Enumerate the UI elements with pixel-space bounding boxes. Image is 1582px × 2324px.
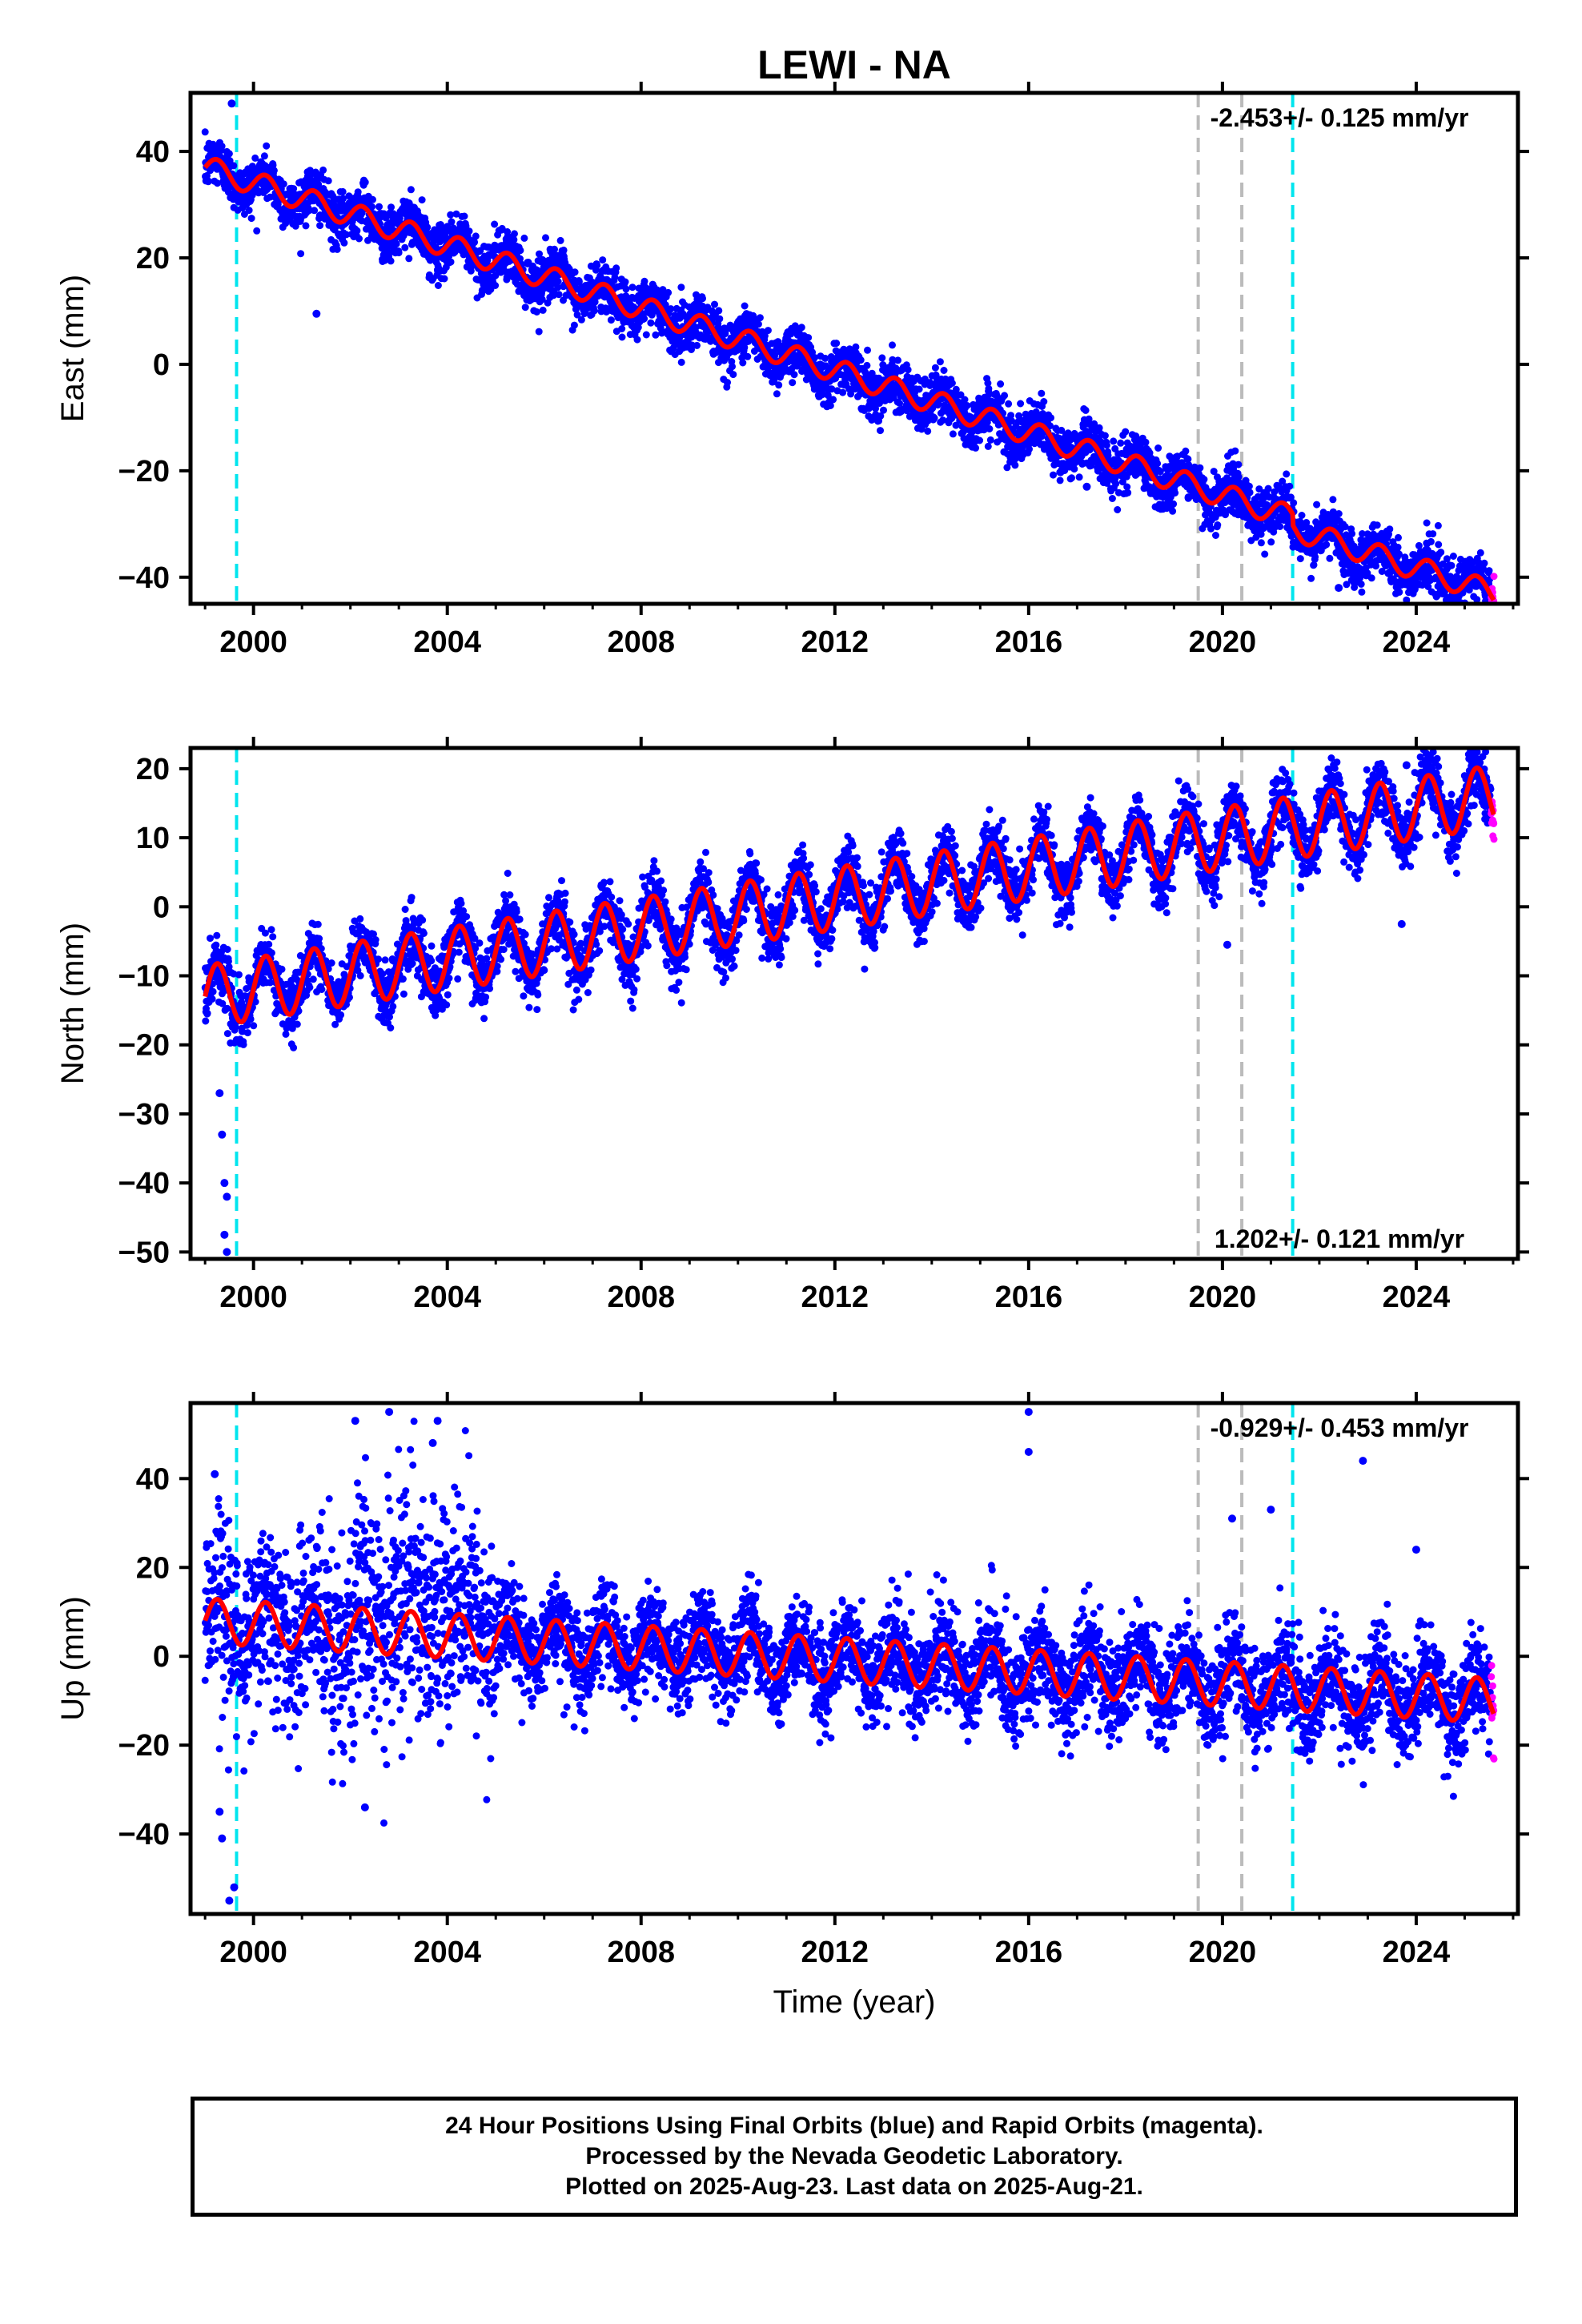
- north-final-orbit-points: [201, 748, 1496, 1051]
- north-plot-area: [201, 748, 1498, 1259]
- y-tick-label: 40: [136, 1462, 170, 1496]
- x-tick-label: 2012: [801, 625, 869, 659]
- east-outlier-point: [227, 99, 236, 108]
- up-rate-label: -0.929+/- 0.453 mm/yr: [1211, 1413, 1469, 1442]
- x-tick-label: 2008: [607, 1936, 675, 1969]
- y-tick-label: 0: [153, 1640, 170, 1674]
- y-tick-label: 20: [136, 242, 170, 275]
- north-outlier-point: [223, 1248, 231, 1256]
- east-outlier-point: [1184, 493, 1193, 502]
- x-tick-label: 2004: [413, 625, 481, 659]
- north-outlier-point: [215, 1089, 224, 1098]
- up-y-axis-label: Up (mm): [55, 1596, 90, 1721]
- up-outlier-point: [433, 1417, 442, 1425]
- east-panel: −40 −20 0 20 40 2000 2004 2008 2012 2016 2020 2024 E…: [55, 82, 1529, 659]
- x-tick-label: 2000: [219, 625, 287, 659]
- east-plot-area: [201, 93, 1498, 604]
- north-rate-label: 1.202+/- 0.121 mm/yr: [1215, 1224, 1464, 1253]
- up-outlier-point: [225, 1896, 234, 1905]
- footer-line-1: 24 Hour Positions Using Final Orbits (bl…: [445, 2113, 1263, 2139]
- x-tick-label: 2024: [1383, 1936, 1451, 1969]
- x-tick-label: 2024: [1383, 1281, 1451, 1314]
- y-tick-label: −20: [118, 1729, 170, 1763]
- x-tick-label: 2024: [1383, 625, 1451, 659]
- up-outlier-point: [1024, 1448, 1033, 1457]
- east-y-axis-label: East (mm): [55, 275, 90, 422]
- x-tick-label: 2016: [995, 625, 1063, 659]
- y-tick-label: −40: [118, 1818, 170, 1852]
- north-outlier-point: [1402, 761, 1411, 770]
- x-tick-label: 2008: [607, 625, 675, 659]
- up-outlier-point: [230, 1883, 239, 1892]
- x-tick-label: 2000: [219, 1281, 287, 1314]
- y-tick-label: 20: [136, 753, 170, 786]
- x-tick-label: 2004: [413, 1936, 481, 1969]
- x-tick-label: 2016: [995, 1281, 1063, 1314]
- x-tick-label: 2020: [1189, 625, 1257, 659]
- y-tick-label: 20: [136, 1551, 170, 1585]
- y-tick-label: −50: [118, 1236, 170, 1269]
- up-outlier-point: [1227, 1514, 1236, 1523]
- up-plot-frame: [188, 1401, 1520, 1916]
- x-tick-label: 2016: [995, 1936, 1063, 1969]
- x-axis-label: Time (year): [773, 1984, 936, 2020]
- up-outlier-point: [385, 1408, 394, 1417]
- x-tick-label: 2012: [801, 1281, 869, 1314]
- x-tick-label: 2020: [1189, 1281, 1257, 1314]
- up-model-curve: [203, 1596, 1496, 1723]
- up-outlier-point: [360, 1803, 369, 1811]
- x-tick-label: 2012: [801, 1936, 869, 1969]
- north-outlier-point: [1397, 919, 1406, 928]
- y-tick-label: 10: [136, 822, 170, 855]
- x-tick-label: 2008: [607, 1281, 675, 1314]
- east-outlier-point: [1335, 584, 1343, 593]
- east-plot-frame: [188, 90, 1520, 606]
- north-panel: −50 −40 −30 −20 −10 0 10 20 2000 2004 2008 2012 2016…: [55, 737, 1529, 1314]
- east-rate-label: -2.453+/- 0.125 mm/yr: [1211, 103, 1469, 132]
- north-outlier-point: [1223, 940, 1231, 949]
- x-tick-label: 2004: [413, 1281, 481, 1314]
- up-outlier-point: [218, 1834, 227, 1843]
- up-outlier-point: [1359, 1457, 1367, 1466]
- y-tick-label: 40: [136, 135, 170, 169]
- y-tick-label: −40: [118, 561, 170, 595]
- up-outlier-point: [1267, 1506, 1275, 1514]
- y-tick-label: −20: [118, 1029, 170, 1063]
- north-plot-frame: [188, 746, 1520, 1261]
- up-final-orbit-points: [201, 1417, 1496, 1827]
- chart-title: LEWI - NA: [757, 42, 951, 87]
- footer-caption-box: 24 Hour Positions Using Final Orbits (bl…: [191, 2097, 1518, 2217]
- east-model-curve: [203, 157, 1496, 601]
- x-tick-label: 2000: [219, 1936, 287, 1969]
- x-tick-label: 2020: [1189, 1936, 1257, 1969]
- north-outlier-point: [223, 1192, 231, 1201]
- y-tick-label: 0: [153, 891, 170, 924]
- footer-line-3: Plotted on 2025-Aug-23. Last data on 202…: [565, 2173, 1143, 2200]
- y-tick-label: −10: [118, 960, 170, 994]
- north-outlier-point: [220, 1179, 229, 1188]
- north-outlier-point: [220, 1230, 229, 1239]
- y-tick-label: −20: [118, 455, 170, 489]
- up-outlier-point: [211, 1470, 219, 1478]
- y-tick-label: 0: [153, 348, 170, 382]
- up-outlier-point: [1024, 1408, 1033, 1417]
- up-outlier-point: [351, 1417, 359, 1425]
- y-tick-label: −30: [118, 1098, 170, 1132]
- up-plot-area: [201, 1403, 1498, 1914]
- up-panel: −40 −20 0 20 40 2000 2004 2008 2012 2016 2020 2024 U…: [55, 1392, 1529, 1969]
- north-model-curve: [203, 765, 1496, 1025]
- north-y-axis-label: North (mm): [55, 923, 90, 1084]
- up-outlier-point: [1411, 1546, 1420, 1554]
- up-outlier-point: [215, 1807, 224, 1816]
- footer-line-2: Processed by the Nevada Geodetic Laborat…: [585, 2143, 1123, 2169]
- north-outlier-point: [218, 1130, 227, 1139]
- east-outlier-point: [1082, 482, 1091, 491]
- y-tick-label: −40: [118, 1167, 170, 1200]
- up-outlier-point: [428, 1438, 437, 1447]
- east-outlier-point: [312, 309, 321, 318]
